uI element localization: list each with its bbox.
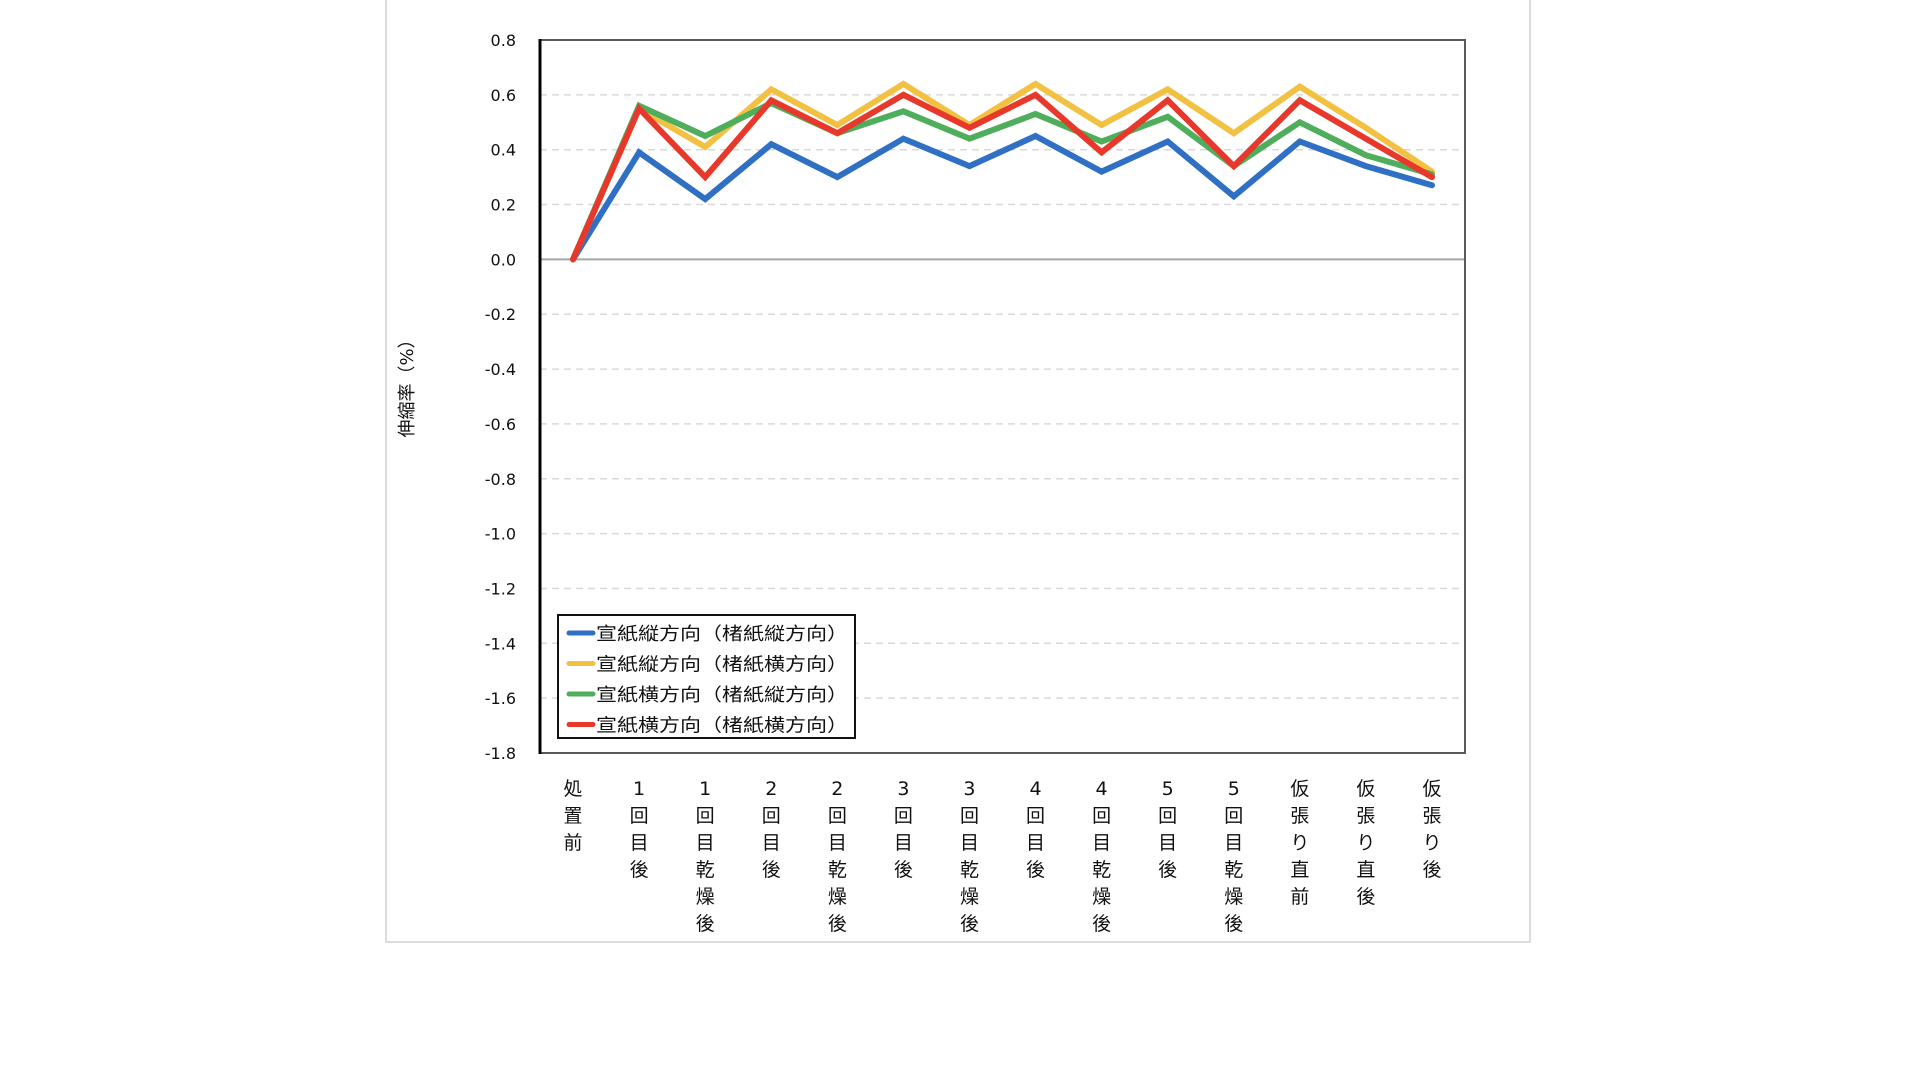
y-tick-label: -0.8 [485, 470, 516, 489]
x-category-label: 4 回目後 [1026, 778, 1045, 881]
y-tick-label: 0.4 [491, 141, 516, 160]
x-category-label: 仮張り直後 [1356, 778, 1375, 908]
x-category-labels: 処置前 1 回目後 1 回目乾燥後 2 回目後 2 回目乾燥後 3 回目後 3 回目乾燥後 4 回目後 4 回目… [564, 778, 1442, 935]
x-category-label: 仮張り後 [1422, 778, 1441, 881]
series-line-2 [570, 80, 1435, 263]
x-category-label: 3 回目乾燥後 [960, 778, 979, 935]
y-tick-label: -1.0 [485, 525, 516, 544]
y-tick-label: -0.2 [485, 305, 516, 324]
x-category-label: 2 回目後 [762, 778, 781, 881]
x-category-label: 仮張り直前 [1290, 778, 1309, 908]
x-category-label: 5 回目後 [1158, 778, 1177, 881]
y-tick-label: -1.6 [485, 689, 516, 708]
y-tick-labels: 0.8 0.6 0.4 0.2 0.0 -0.2 -0.4 -0.6 -0.8 -1.0 -1.2 -… [485, 31, 516, 763]
legend-box [557, 614, 856, 739]
y-tick-label: 0.0 [491, 250, 516, 269]
y-tick-label: -1.8 [485, 744, 516, 763]
x-category-label: 1 回目後 [630, 778, 649, 881]
y-tick-label: -1.2 [485, 579, 516, 598]
series-line-1 [570, 132, 1435, 263]
series-line-3 [570, 99, 1435, 263]
gridlines [540, 94, 1465, 699]
y-tick-label: -0.6 [485, 415, 516, 434]
y-tick-label: 0.6 [491, 86, 516, 105]
y-tick-label: 0.2 [491, 196, 516, 215]
x-category-label: 2 回目乾燥後 [828, 778, 847, 935]
legend-label: 宣紙縦方向（楮紙縦方向） [596, 624, 848, 645]
x-category-label: 3 回目後 [894, 778, 913, 881]
series-line-4 [570, 91, 1435, 263]
y-axis-title: 伸縮率（%） [397, 330, 418, 437]
legend-label: 宣紙横方向（楮紙縦方向） [596, 685, 848, 706]
y-tick-label: 0.8 [491, 31, 516, 50]
legend-label: 宣紙横方向（楮紙横方向） [596, 716, 848, 737]
y-tick-label: -0.4 [485, 360, 516, 379]
x-category-label: 5 回目乾燥後 [1224, 778, 1243, 935]
legend-label: 宣紙縦方向（楮紙横方向） [596, 655, 848, 676]
legend: 宣紙縦方向（楮紙縦方向） 宣紙縦方向（楮紙横方向） 宣紙横方向（楮紙縦方向） 宣紙横方… [557, 614, 856, 739]
x-category-label: 1 回目乾燥後 [696, 778, 715, 935]
x-category-label: 4 回目乾燥後 [1092, 778, 1111, 935]
y-tick-label: -1.4 [485, 634, 516, 653]
x-category-label: 処置前 [564, 778, 583, 854]
series-lines [570, 80, 1435, 263]
